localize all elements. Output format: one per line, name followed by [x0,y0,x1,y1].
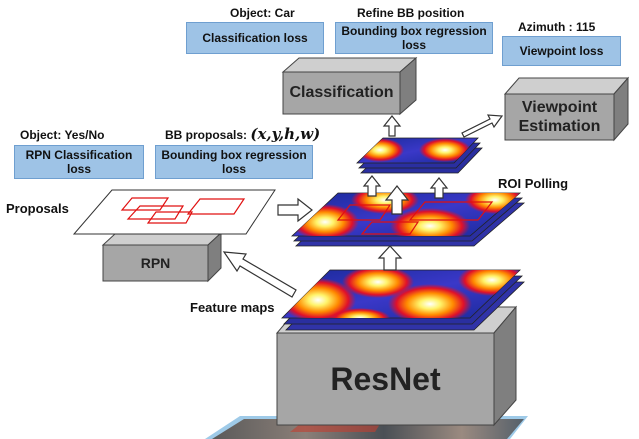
arrow-features-to-roi [377,245,403,271]
bbox-regression-loss-line2: loss [401,38,426,52]
arrow-roi-up-3 [429,177,449,199]
feature-maps-stack [281,269,525,331]
proposals-sheet [72,189,276,235]
classification-block [281,56,418,116]
arrows [222,114,504,298]
label-roi-polling: ROI Polling [498,176,569,191]
rpn-bbox-loss-line1: Bounding box regression [161,148,307,162]
viewpoint-title: Viewpoint Estimation [505,94,614,140]
viewpoint-block [503,76,630,142]
arrow-to-viewpoint [461,114,504,138]
rpn-block [101,231,223,283]
label-object-car: Object: Car [230,6,295,20]
bbox-regression-loss-line1: Bounding box regression [341,24,487,38]
label-bb-proposals: BB proposals: (x,y,h,w) [165,125,320,143]
bb-proposals-prefix: BB proposals: [165,128,251,142]
label-refine-bb: Refine BB position [357,6,465,20]
rpn-bbox-loss-line2: loss [221,162,246,176]
bbox-regression-loss-box: Bounding box regression loss [335,22,493,54]
pooled-features-stack [356,137,483,174]
resnet-title: ResNet [330,360,441,397]
arrow-proposals-to-roi [277,197,313,223]
label-object-yes-no: Object: Yes/No [20,128,105,142]
rpn-title: RPN [140,255,171,271]
classification-loss-text: Classification loss [202,31,308,45]
rpn-class-loss-line2: loss [66,162,91,176]
rpn-class-loss-line1: RPN Classification [25,148,133,162]
arrow-roi-up-1 [362,175,382,197]
arrow-to-classification [382,115,402,137]
classification-loss-box: Classification loss [186,22,324,54]
viewpoint-title-line1: Viewpoint [521,99,598,116]
label-azimuth: Azimuth : 115 [518,20,596,34]
label-feature-maps: Feature maps [190,300,275,315]
rpn-bbox-regression-loss-box: Bounding box regression loss [155,145,313,179]
label-proposals: Proposals [6,201,69,216]
roi-maps-stack [290,192,526,247]
viewpoint-loss-text: Viewpoint loss [519,44,604,58]
rpn-classification-loss-box: RPN Classification loss [14,145,144,179]
arrow-features-to-rpn [222,251,297,298]
classification-title: Classification [289,84,394,101]
arrow-roi-up-2 [384,185,410,215]
viewpoint-title-line2: Estimation [518,118,601,135]
viewpoint-loss-box: Viewpoint loss [502,36,621,66]
bb-proposals-math: (x,y,h,w) [250,125,321,143]
